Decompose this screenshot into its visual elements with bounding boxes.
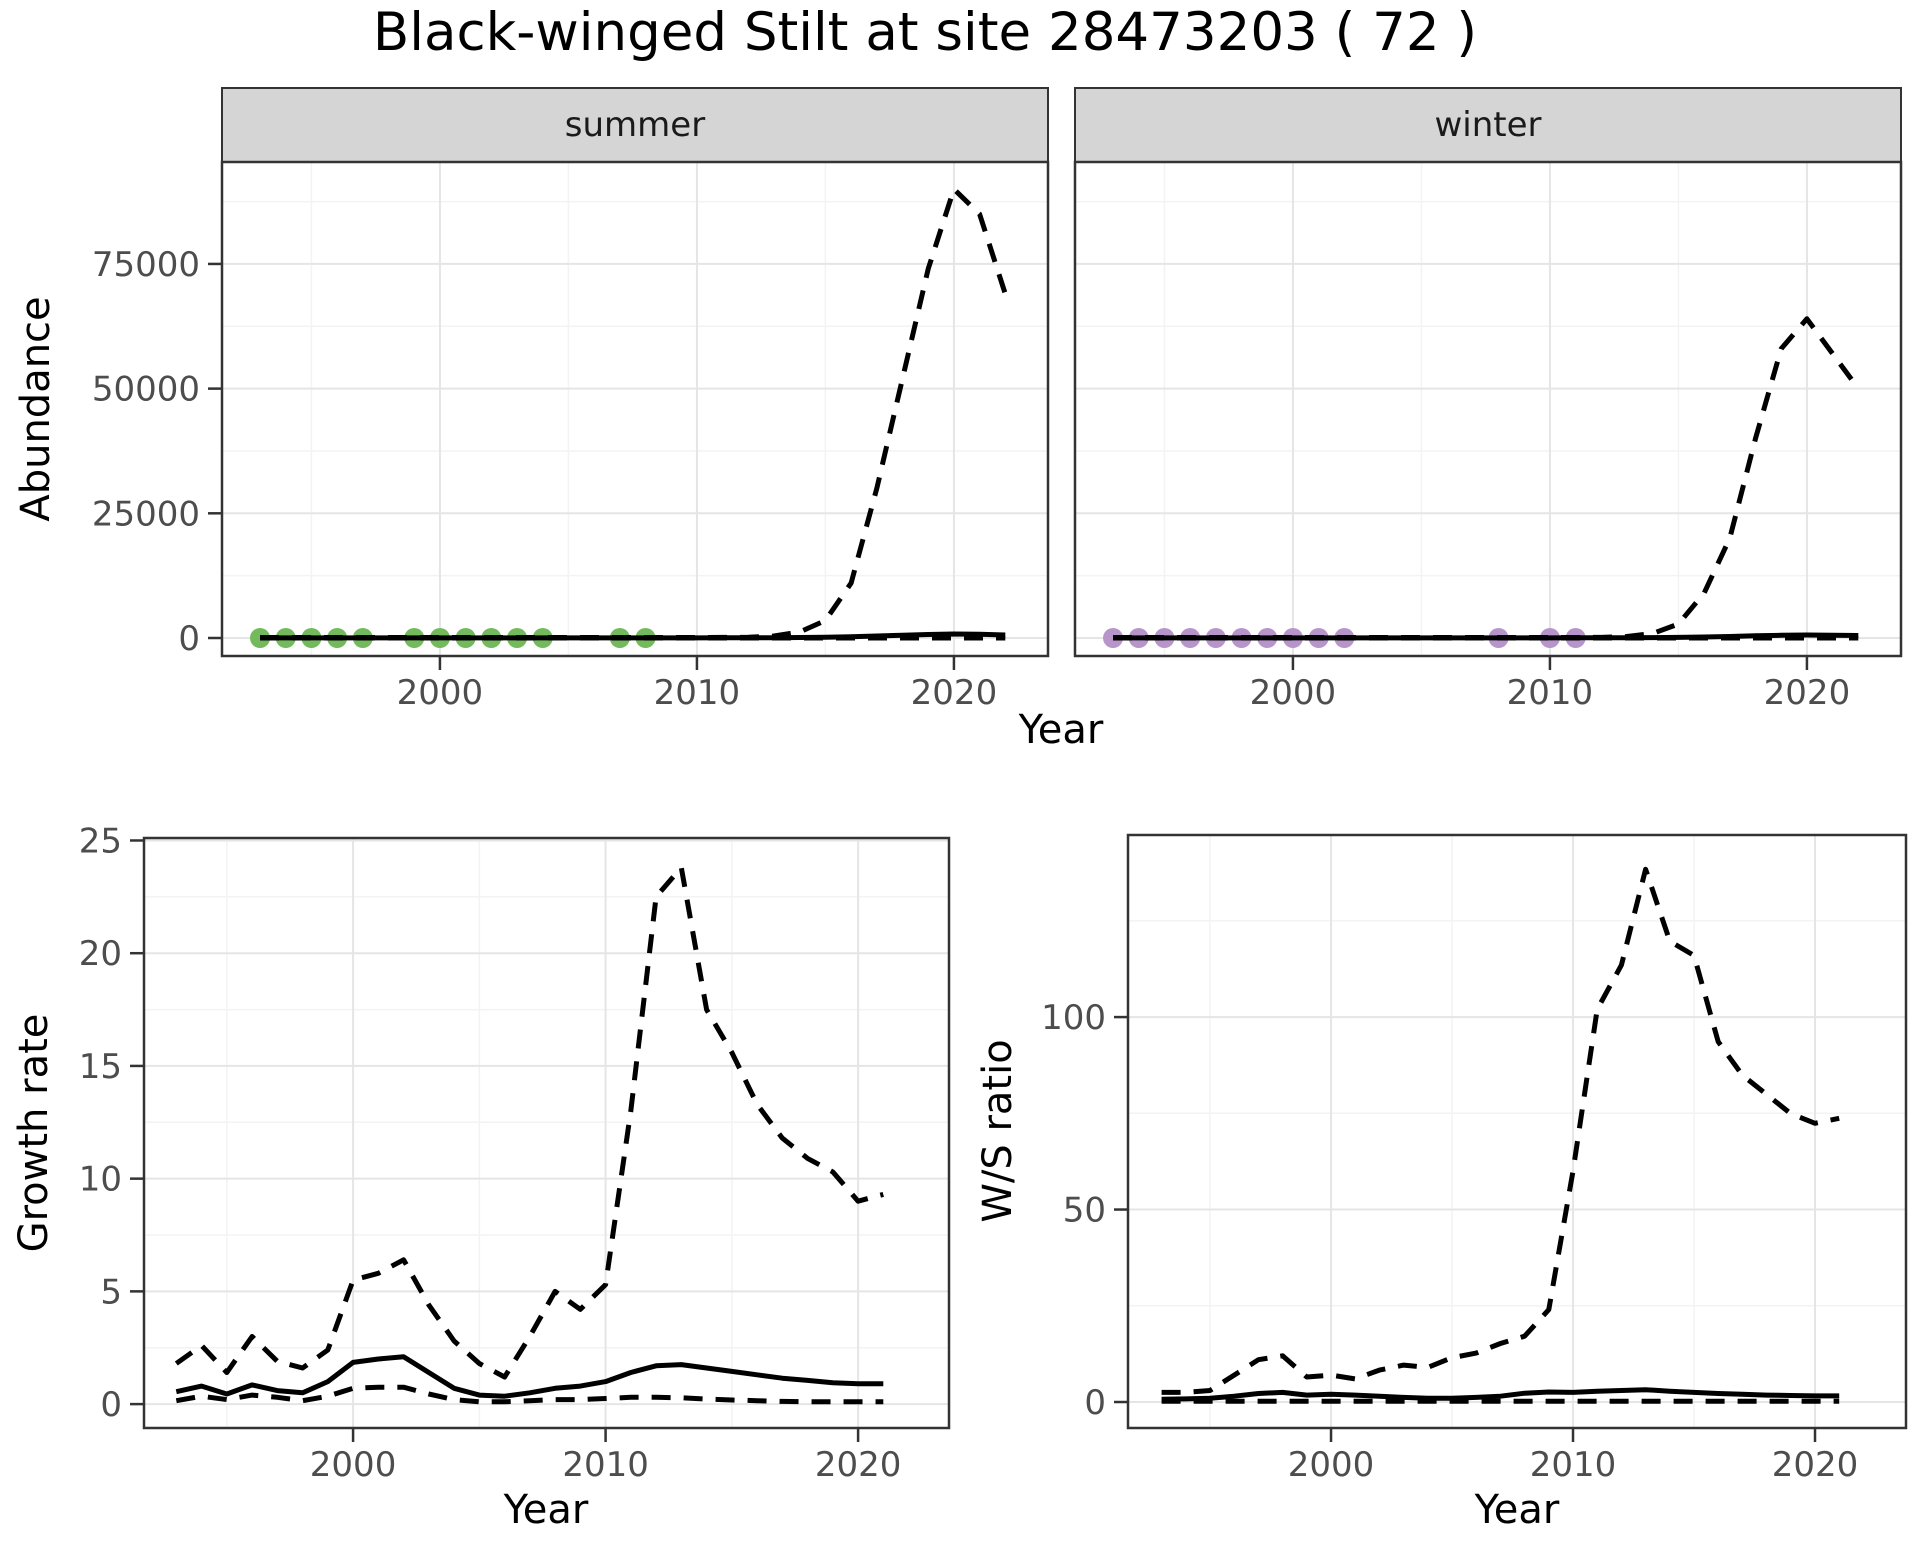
y-tick-label: 0 bbox=[178, 619, 200, 659]
x-tick-label: 2010 bbox=[1507, 673, 1594, 713]
y-axis-title-abundance: Abundance bbox=[13, 296, 59, 522]
panel-border bbox=[1126, 833, 1908, 1430]
panel-background bbox=[144, 838, 949, 1428]
x-tick-label: 2000 bbox=[1288, 1445, 1375, 1485]
y-tick-label: 10 bbox=[79, 1160, 122, 1200]
series-line-mean bbox=[175, 1354, 884, 1399]
series-line-upper_ci bbox=[1161, 866, 1840, 1395]
panel-border bbox=[1073, 160, 1903, 658]
y-tick-label: 100 bbox=[1041, 998, 1106, 1038]
x-tick-label: 2010 bbox=[654, 673, 741, 713]
y-tick-label: 0 bbox=[100, 1385, 122, 1425]
y-tick-label: 75000 bbox=[92, 245, 200, 285]
x-tick-label: 2010 bbox=[1530, 1445, 1617, 1485]
y-tick-label: 0 bbox=[1084, 1383, 1106, 1423]
y-tick-label: 50000 bbox=[92, 370, 200, 410]
facet-strip bbox=[1074, 87, 1902, 163]
x-axis-title-year-bottom-left: Year bbox=[503, 1487, 589, 1533]
series-line-mean bbox=[1161, 1387, 1840, 1402]
x-tick-label: 2020 bbox=[1764, 673, 1851, 713]
panel-background bbox=[1128, 835, 1906, 1428]
y-axis-title-growth-rate: Growth rate bbox=[11, 1013, 57, 1253]
panel-background bbox=[1075, 162, 1901, 656]
x-tick-label: 2020 bbox=[815, 1445, 902, 1485]
series-line-upper_ci bbox=[1113, 316, 1861, 640]
y-tick-label: 20 bbox=[79, 934, 122, 974]
plot-title: Black-winged Stilt at site 28473203 ( 72… bbox=[372, 2, 1478, 63]
y-tick-label: 15 bbox=[79, 1047, 122, 1087]
x-tick-label: 2000 bbox=[1250, 673, 1337, 713]
y-tick-label: 5 bbox=[100, 1272, 122, 1312]
panel-background bbox=[222, 162, 1048, 656]
x-axis-title-year-top: Year bbox=[1018, 707, 1104, 753]
x-tick-label: 2000 bbox=[310, 1445, 397, 1485]
y-tick-label: 25 bbox=[79, 821, 122, 861]
series-line-lower_ci bbox=[175, 1384, 884, 1405]
y-tick-label: 25000 bbox=[92, 494, 200, 534]
x-tick-label: 2020 bbox=[911, 673, 998, 713]
series-line-upper_ci bbox=[174, 865, 884, 1380]
x-tick-label: 2010 bbox=[562, 1445, 649, 1485]
x-axis-title-year-bottom-right: Year bbox=[1474, 1487, 1560, 1533]
x-tick-label: 2020 bbox=[1772, 1445, 1859, 1485]
facet-strip bbox=[221, 87, 1049, 163]
x-tick-label: 2000 bbox=[397, 673, 484, 713]
y-axis-title-ws-ratio: W/S ratio bbox=[975, 1039, 1021, 1223]
facet-label-winter: winter bbox=[1434, 105, 1542, 145]
panel-border bbox=[220, 160, 1050, 658]
y-tick-label: 50 bbox=[1063, 1191, 1106, 1231]
panel-border bbox=[142, 836, 951, 1430]
facet-label-summer: summer bbox=[564, 105, 706, 145]
